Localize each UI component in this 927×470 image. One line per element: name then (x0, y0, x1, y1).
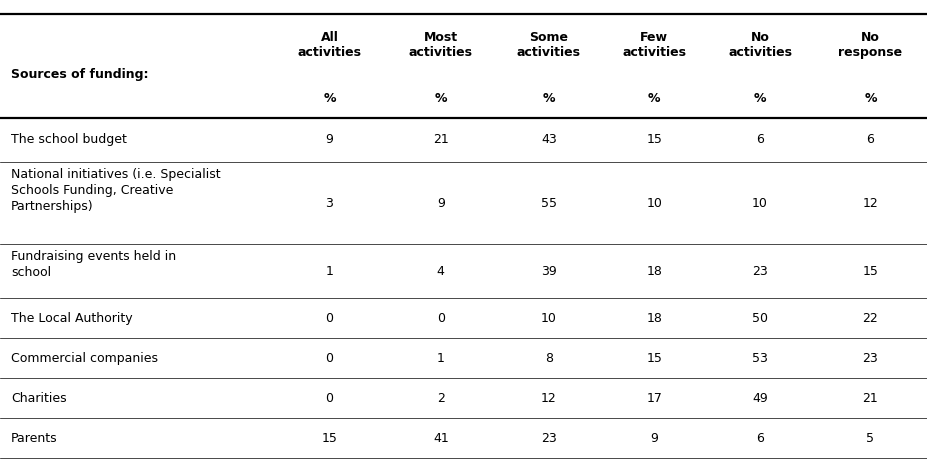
Text: Most
activities: Most activities (409, 31, 472, 59)
Text: %: % (542, 93, 554, 105)
Text: 1: 1 (437, 352, 444, 365)
Text: 6: 6 (756, 133, 763, 146)
Text: 49: 49 (752, 392, 767, 405)
Text: 53: 53 (751, 352, 768, 365)
Text: 10: 10 (645, 197, 662, 210)
Text: Sources of funding:: Sources of funding: (11, 68, 148, 80)
Text: Commercial companies: Commercial companies (11, 352, 158, 365)
Text: Fundraising events held in
school: Fundraising events held in school (11, 250, 176, 279)
Text: 9: 9 (650, 432, 657, 445)
Text: 12: 12 (862, 197, 877, 210)
Text: 23: 23 (862, 352, 877, 365)
Text: 15: 15 (645, 133, 662, 146)
Text: Few
activities: Few activities (622, 31, 685, 59)
Text: 55: 55 (540, 197, 556, 210)
Text: 3: 3 (325, 197, 333, 210)
Text: 21: 21 (433, 133, 448, 146)
Text: 43: 43 (540, 133, 556, 146)
Text: %: % (323, 93, 336, 105)
Text: 39: 39 (540, 265, 556, 278)
Text: 0: 0 (325, 312, 333, 325)
Text: 6: 6 (756, 432, 763, 445)
Text: 5: 5 (866, 432, 873, 445)
Text: 15: 15 (321, 432, 337, 445)
Text: Parents: Parents (11, 432, 57, 445)
Text: 22: 22 (862, 312, 877, 325)
Text: 18: 18 (645, 265, 662, 278)
Text: The Local Authority: The Local Authority (11, 312, 133, 325)
Text: 6: 6 (866, 133, 873, 146)
Text: The school budget: The school budget (11, 133, 127, 146)
Text: %: % (434, 93, 447, 105)
Text: 15: 15 (861, 265, 878, 278)
Text: Charities: Charities (11, 392, 67, 405)
Text: 0: 0 (325, 352, 333, 365)
Text: 0: 0 (325, 392, 333, 405)
Text: 41: 41 (433, 432, 448, 445)
Text: 18: 18 (645, 312, 662, 325)
Text: 17: 17 (645, 392, 662, 405)
Text: 12: 12 (540, 392, 556, 405)
Text: No
response: No response (837, 31, 902, 59)
Text: 10: 10 (540, 312, 556, 325)
Text: 1: 1 (325, 265, 333, 278)
Text: 4: 4 (437, 265, 444, 278)
Text: 9: 9 (325, 133, 333, 146)
Text: National initiatives (i.e. Specialist
Schools Funding, Creative
Partnerships): National initiatives (i.e. Specialist Sc… (11, 168, 221, 213)
Text: 23: 23 (540, 432, 556, 445)
Text: 8: 8 (544, 352, 552, 365)
Text: 21: 21 (862, 392, 877, 405)
Text: %: % (647, 93, 660, 105)
Text: 15: 15 (645, 352, 662, 365)
Text: 9: 9 (437, 197, 444, 210)
Text: Some
activities: Some activities (516, 31, 580, 59)
Text: %: % (863, 93, 876, 105)
Text: 0: 0 (437, 312, 444, 325)
Text: 50: 50 (751, 312, 768, 325)
Text: %: % (753, 93, 766, 105)
Text: No
activities: No activities (728, 31, 791, 59)
Text: 10: 10 (751, 197, 768, 210)
Text: 23: 23 (752, 265, 767, 278)
Text: 2: 2 (437, 392, 444, 405)
Text: All
activities: All activities (298, 31, 361, 59)
